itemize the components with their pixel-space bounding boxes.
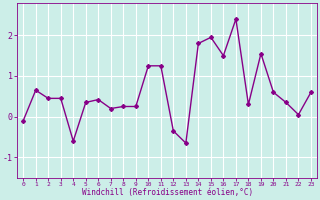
X-axis label: Windchill (Refroidissement éolien,°C): Windchill (Refroidissement éolien,°C) — [82, 188, 253, 197]
